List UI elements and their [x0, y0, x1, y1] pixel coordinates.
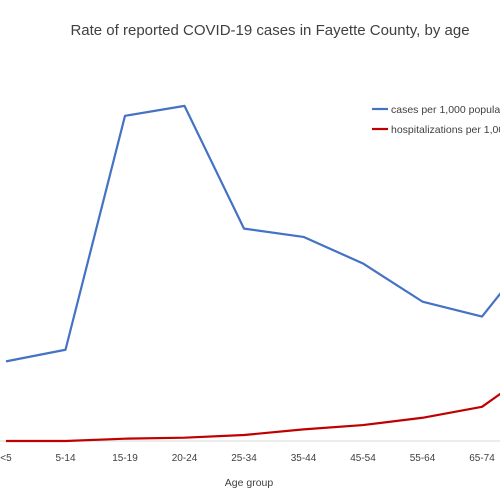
x-tick-label: 20-24	[172, 453, 198, 464]
x-tick-label: 45-54	[350, 453, 376, 464]
series-layer	[5, 104, 500, 443]
x-tick-label: 5-14	[55, 453, 75, 464]
legend-label: hospitalizations per 1,000 population	[391, 124, 500, 136]
x-tick-labels: <5 5-14 15-19 20-24 25-34 35-44 45-54 55-64 65-7…	[0, 453, 495, 464]
x-tick-label: 55-64	[410, 453, 436, 464]
legend-label: cases per 1,000 population	[391, 104, 500, 116]
x-tick-label: 35-44	[291, 453, 317, 464]
series-line-2	[6, 392, 500, 443]
x-tick-label: 65-74	[469, 453, 495, 464]
chart-title: Rate of reported COVID-19 cases in Fayet…	[70, 22, 469, 39]
x-axis-title: Age group	[225, 477, 274, 489]
legend: cases per 1,000 population hospitalizatio…	[372, 104, 500, 136]
x-tick-label: 25-34	[231, 453, 257, 464]
x-tick-label: 15-19	[112, 453, 138, 464]
series-line-1	[5, 104, 500, 363]
x-tick-label: <5	[0, 453, 12, 464]
